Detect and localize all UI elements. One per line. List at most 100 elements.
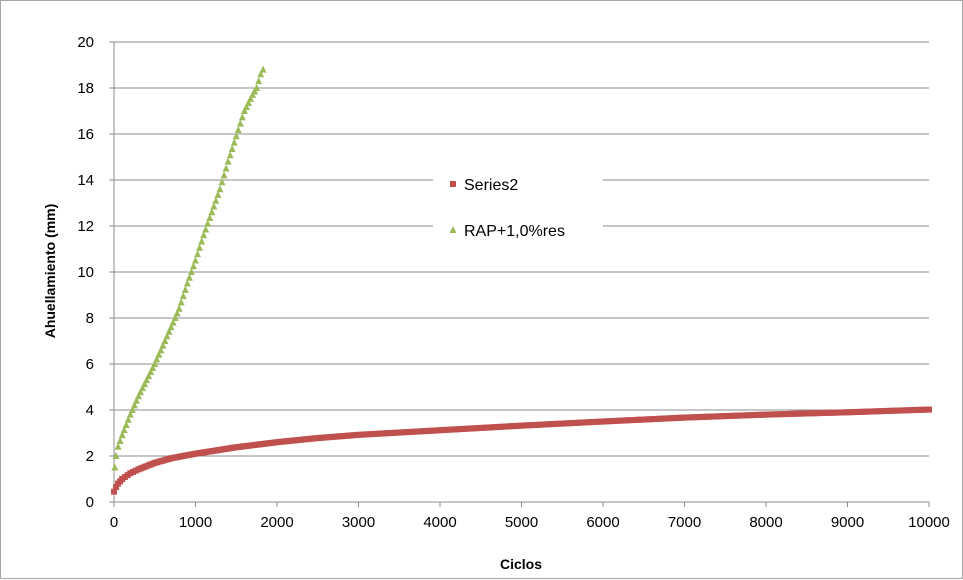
series-2-point [216, 185, 224, 193]
series-2-point [134, 392, 142, 400]
series-2-point [192, 256, 199, 264]
series-2-point [236, 119, 244, 127]
series-2-point [114, 442, 122, 450]
axes [109, 41, 930, 507]
series-2-point [240, 107, 248, 114]
series-2-point [206, 213, 214, 221]
y-tick-label: 20 [77, 34, 94, 51]
series-2-point [151, 360, 159, 367]
legend-label-1: Series2 [464, 177, 518, 194]
x-tick-label: 3000 [342, 514, 375, 531]
series-2-point [169, 318, 177, 326]
series-2-point [224, 157, 232, 165]
series-2-point [167, 323, 175, 331]
series-2-point [157, 346, 165, 354]
series-1-point [113, 484, 120, 491]
y-tick-label: 10 [77, 264, 94, 281]
series-2-point [185, 273, 193, 281]
series-2-point [222, 164, 230, 172]
legend: Series2 RAP+1,0%res [433, 161, 603, 250]
series-2-point [161, 337, 169, 344]
x-tick-label: 0 [110, 514, 118, 531]
series-2-point [173, 309, 181, 317]
x-tick-label: 4000 [423, 514, 456, 531]
series-2-point [226, 151, 234, 159]
series-2-point [210, 202, 218, 210]
series-2-point [200, 231, 208, 239]
series-2-point [136, 388, 144, 396]
series-2-point [165, 327, 173, 335]
x-tick-label: 6000 [586, 514, 619, 531]
series-2-point [202, 225, 210, 233]
series-2-point [257, 70, 265, 78]
series-1-point [111, 488, 117, 495]
series-2-point [228, 144, 236, 152]
series-2-point [238, 113, 246, 121]
y-tick-label: 0 [86, 494, 94, 511]
series-2-point [198, 237, 206, 245]
x-tick-labels: 0 1000 2000 3000 4000 5000 6000 7000 8000 9000 100… [110, 514, 950, 531]
y-tick-label: 18 [77, 80, 94, 97]
series-2-point [244, 98, 252, 106]
series-2-point [242, 102, 250, 110]
legend-box [433, 161, 603, 250]
series-2-point [120, 426, 128, 434]
series-2-point [247, 94, 255, 102]
y-tick-label: 2 [86, 448, 94, 465]
series-2-point [139, 384, 147, 392]
series-2 [111, 65, 267, 471]
x-tick-label: 10000 [908, 514, 950, 531]
series-2-point [153, 355, 161, 363]
series-2-point [234, 125, 242, 133]
series-2-point [159, 341, 167, 349]
series-2-point [149, 364, 157, 372]
series-2-point [141, 380, 149, 388]
legend-marker-1 [450, 181, 456, 187]
series-2-point [147, 368, 155, 376]
y-tick-label: 8 [86, 310, 94, 327]
series-2-point [230, 138, 238, 146]
series-2-point [130, 401, 138, 409]
series-2-point [126, 410, 134, 418]
series-2-point [177, 298, 185, 306]
x-tick-label: 1000 [179, 514, 212, 531]
series-2-point [208, 208, 216, 216]
series-2-point [187, 268, 195, 275]
series-2-point [143, 376, 151, 384]
y-tick-label: 12 [77, 218, 94, 235]
series-2-point [111, 463, 119, 471]
series-1 [111, 406, 932, 495]
series-2-point [124, 415, 132, 423]
series-2-point [232, 132, 240, 140]
legend-label-2: RAP+1,0%res [464, 223, 565, 240]
x-tick-label: 7000 [668, 514, 701, 531]
series-2-point [128, 406, 136, 413]
series-2-point [212, 196, 220, 204]
series-layer [111, 65, 932, 495]
y-tick-label: 4 [86, 402, 94, 419]
y-axis-title: Ahuellamiento (mm) [42, 204, 58, 339]
series-2-point [171, 314, 179, 321]
series-2-point [214, 190, 222, 198]
y-tick-label: 14 [77, 172, 94, 189]
y-tick-label: 6 [86, 356, 94, 373]
series-2-point [118, 431, 126, 439]
series-2-point [259, 65, 267, 73]
series-2-point [189, 262, 197, 270]
series-2-point [175, 304, 183, 312]
series-2-point [132, 396, 140, 404]
series-2-point [179, 292, 187, 300]
x-tick-label: 2000 [260, 514, 293, 531]
series-2-point [155, 350, 163, 358]
series-2-point [181, 285, 189, 293]
series-2-point [183, 279, 191, 287]
series-2-point [196, 243, 204, 251]
series-2-point [145, 372, 153, 380]
series-2-point [220, 171, 228, 179]
x-tick-label: 9000 [831, 514, 864, 531]
series-2-point [218, 178, 226, 186]
series-2-point [194, 250, 202, 258]
y-tick-labels: 0 2 4 6 8 10 12 14 16 18 20 [77, 34, 94, 511]
series-2-point [255, 77, 263, 85]
